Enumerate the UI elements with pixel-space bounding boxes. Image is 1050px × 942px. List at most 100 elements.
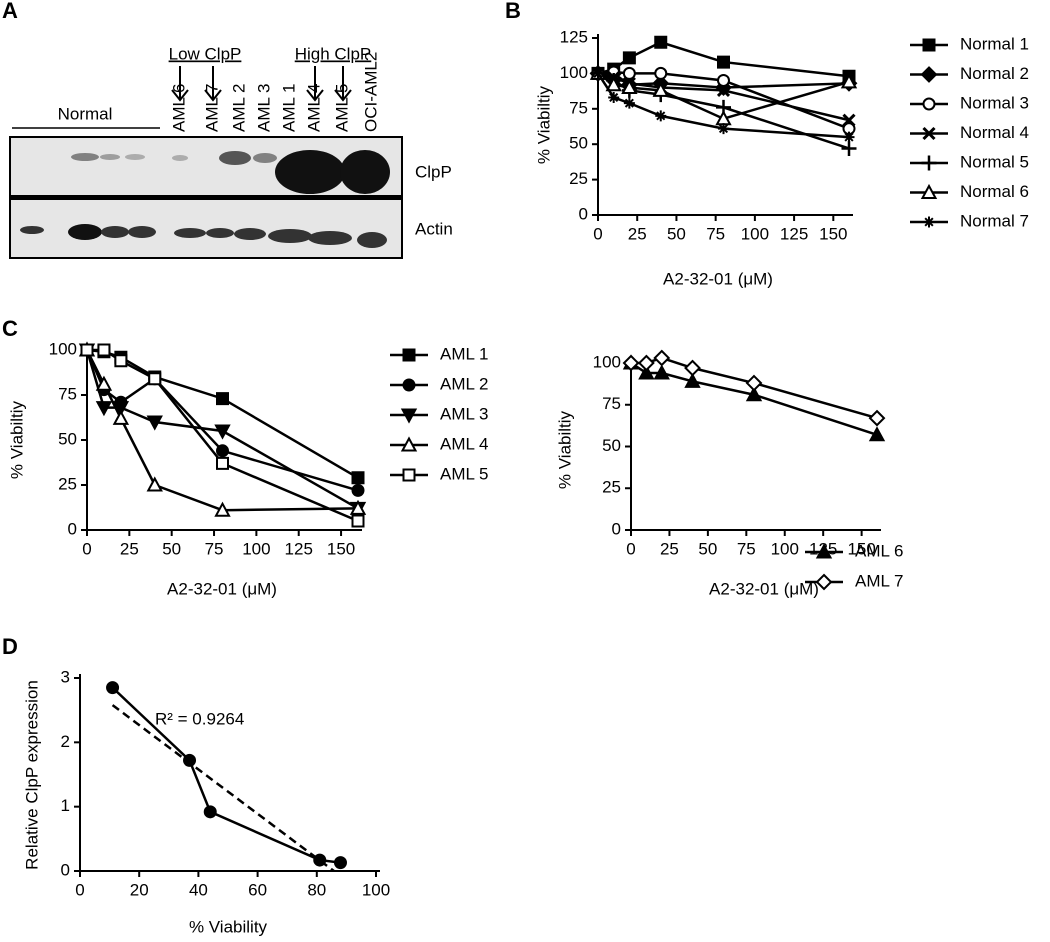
y-tick-label: 50: [58, 429, 77, 448]
legend-label: AML 5: [440, 464, 489, 483]
x-tick-label: 125: [780, 224, 808, 243]
legend-marker: [402, 348, 416, 362]
y-tick-label: 75: [58, 384, 77, 403]
clpp-bands: [71, 150, 390, 194]
x-tick-label: 125: [285, 539, 313, 558]
x-axis-label: % Viability: [189, 917, 268, 936]
marker: [146, 415, 163, 431]
lane-label: AML 4: [304, 83, 323, 132]
y-tick-label: 50: [602, 436, 621, 455]
normal-label: Normal: [58, 104, 113, 123]
legend-marker: [400, 408, 418, 424]
marker: [868, 426, 886, 442]
x-tick-label: 0: [626, 539, 635, 558]
panel-label: A: [2, 0, 18, 23]
lane-label: AML 1: [279, 83, 298, 132]
trendline: [111, 704, 335, 873]
x-tick-label: 50: [698, 539, 717, 558]
marker: [148, 372, 162, 386]
annotation: R² = 0.9264: [155, 709, 244, 728]
marker: [655, 110, 667, 122]
marker: [840, 73, 858, 89]
x-tick-label: 75: [706, 224, 725, 243]
legend-label: Normal 4: [960, 123, 1029, 142]
marker: [183, 753, 197, 767]
x-tick-label: 75: [737, 539, 756, 558]
legend-label: Normal 2: [960, 64, 1029, 83]
y-tick-label: 100: [49, 339, 77, 358]
lane-label: AML 5: [332, 83, 351, 132]
y-tick-label: 0: [61, 860, 70, 879]
y-tick-label: 25: [569, 169, 588, 188]
marker: [684, 372, 701, 388]
marker: [654, 66, 668, 80]
marker: [622, 354, 640, 372]
chart: 0 1 2 3 0 20 40 60 80 100 % Viability Relative ClpP…: [22, 667, 390, 936]
marker: [146, 476, 163, 492]
y-tick-label: 125: [560, 27, 588, 46]
x-tick-label: 150: [327, 539, 355, 558]
marker: [623, 97, 635, 109]
legend-label: AML 2: [440, 374, 489, 393]
actin-bands: [20, 224, 387, 248]
marker: [605, 76, 622, 92]
marker: [653, 349, 671, 367]
high-label: High ClpP: [295, 44, 372, 63]
panel-label: D: [2, 634, 18, 659]
legend-label: AML 6: [855, 541, 904, 560]
band-label: ClpP: [415, 162, 452, 181]
legend-marker: [922, 38, 936, 52]
marker: [745, 386, 763, 402]
arrows: [171, 66, 352, 102]
low-label: Low ClpP: [169, 44, 242, 63]
legend-marker: [920, 66, 938, 83]
marker: [637, 354, 655, 372]
marker: [351, 514, 365, 528]
marker: [608, 91, 620, 103]
y-axis-label: % Viabiltiy: [534, 85, 553, 164]
lane-label: AML 6: [169, 83, 188, 132]
x-tick-label: 150: [847, 539, 875, 558]
y-tick-label: 1: [61, 796, 70, 815]
legend-marker: [402, 378, 416, 392]
y-axis-label: % Viabiltiy: [7, 400, 26, 479]
legend-marker: [920, 183, 938, 199]
lane-label: AML 7: [202, 83, 221, 132]
marker: [351, 471, 365, 485]
legend-label: AML 1: [440, 344, 489, 363]
marker: [843, 131, 855, 143]
legend-marker: [921, 155, 937, 171]
chart: 0 25 50 75 100 125 0 25 50 75 100 125 150 A2-32-01 (μ…: [534, 27, 1028, 288]
x-tick-label: 80: [307, 880, 326, 899]
x-tick-label: 20: [130, 880, 149, 899]
lane-label: AML 2: [229, 83, 248, 132]
lane-label: OCI-AML2: [361, 52, 380, 132]
legend-marker: [923, 216, 935, 228]
x-tick-label: 100: [362, 880, 390, 899]
marker: [717, 73, 730, 87]
legend-label: Normal 7: [960, 211, 1029, 230]
marker: [684, 359, 701, 377]
marker: [592, 67, 604, 79]
marker: [203, 805, 217, 819]
legend-marker: [815, 573, 833, 591]
y-axis-label: % Viabiltiy: [555, 410, 574, 489]
y-tick-label: 25: [602, 478, 621, 497]
x-tick-label: 100: [771, 539, 799, 558]
legend-label: AML 3: [440, 404, 489, 423]
x-tick-label: 50: [667, 224, 686, 243]
marker: [717, 55, 730, 69]
marker: [718, 123, 729, 135]
marker: [622, 66, 636, 80]
legend-label: Normal 3: [960, 93, 1029, 112]
marker: [621, 78, 638, 95]
marker: [216, 456, 229, 470]
x-tick-label: 0: [593, 224, 602, 243]
marker: [95, 401, 113, 417]
x-tick-label: 0: [75, 880, 84, 899]
x-tick-label: 25: [120, 539, 139, 558]
y-tick-label: 50: [569, 134, 588, 153]
legend-label: Normal 5: [960, 152, 1029, 171]
